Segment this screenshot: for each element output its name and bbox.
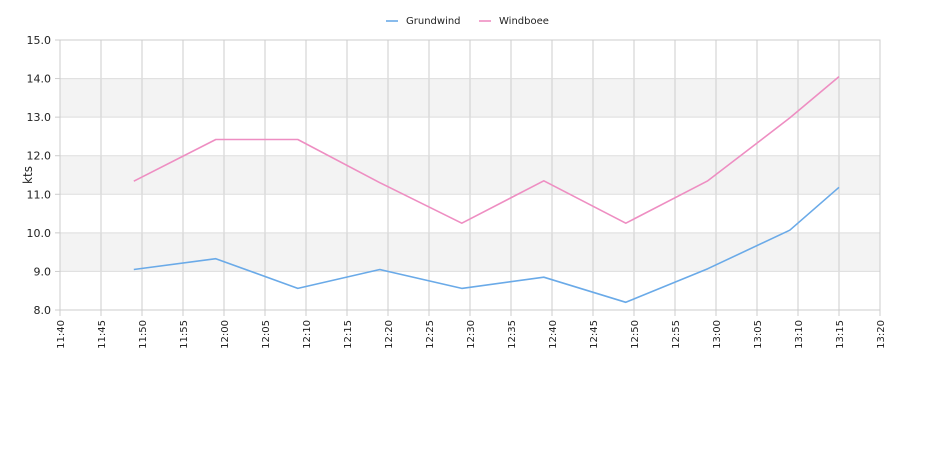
series-line-grundwind: [133, 186, 840, 304]
y-tick-label: 9.0: [34, 265, 52, 278]
x-tick-label: 13:00: [712, 320, 723, 349]
y-tick-label: 13.0: [27, 111, 52, 124]
x-tick-label: 12:35: [507, 320, 518, 349]
x-tick-label: 11:45: [97, 320, 108, 349]
y-tick-label: 10.0: [27, 227, 52, 240]
x-tick-label: 12:30: [466, 320, 477, 349]
legend-label: Grundwind: [406, 16, 461, 27]
y-tick-label: 11.0: [27, 188, 52, 201]
y-tick-label: 14.0: [27, 73, 52, 86]
x-tick-label: 13:05: [753, 320, 764, 349]
x-tick-label: 12:25: [425, 320, 436, 349]
x-tick-label: 11:55: [179, 320, 190, 349]
x-tick-label: 12:15: [343, 320, 354, 349]
x-tick-label: 12:00: [220, 320, 231, 349]
y-tick-label: 15.0: [27, 34, 52, 47]
x-tick-label: 12:10: [302, 320, 313, 349]
legend-label: Windboee: [499, 16, 549, 27]
legend: Grundwind Windboee: [386, 16, 549, 27]
y-tick-label: 12.0: [27, 150, 52, 163]
vertical-gridlines: [59, 40, 881, 310]
x-tick-label: 12:55: [671, 320, 682, 349]
y-tick-label: 8.0: [34, 304, 52, 317]
series-line-windboee: [133, 75, 840, 224]
x-tick-label: 12:45: [589, 320, 600, 349]
y-axis-ticks: 8.0 9.0 10.0 11.0 12.0 13.0 14.0 15.0: [27, 34, 60, 317]
x-tick-label: 13:15: [835, 320, 846, 349]
x-tick-label: 11:40: [56, 320, 67, 349]
x-tick-label: 12:20: [384, 320, 395, 349]
series-lines: [133, 75, 840, 304]
y-axis-label: kts: [21, 166, 35, 184]
x-axis-ticks: 11:40 11:45 11:50 11:55 12:00 12:05 12:10 12:15…: [56, 310, 887, 349]
x-tick-label: 12:50: [630, 320, 641, 349]
x-tick-label: 11:50: [138, 320, 149, 349]
x-tick-label: 12:05: [261, 320, 272, 349]
x-tick-label: 13:20: [876, 320, 887, 349]
x-tick-label: 13:10: [794, 320, 805, 349]
x-tick-label: 12:40: [548, 320, 559, 349]
